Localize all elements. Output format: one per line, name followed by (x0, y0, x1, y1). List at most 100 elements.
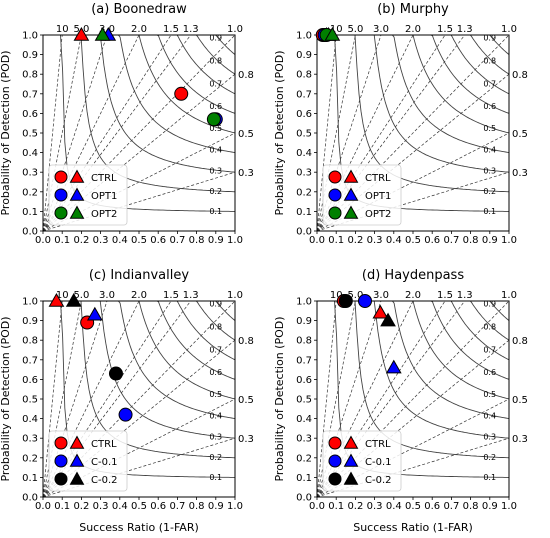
panel-b-csi-label: 0.6 (483, 102, 496, 111)
panel-c-bias-label-top: 3.0 (99, 290, 115, 301)
panel-c-legend-circle (54, 436, 68, 450)
panel-c-csi-label: 0.2 (209, 453, 222, 462)
panel-a-legend: CTRL OPT1 OPT2 (48, 164, 128, 226)
panel-d-bias-label-top: 5.0 (347, 290, 363, 301)
panel-d-bias-label-right: 0.8 (512, 336, 528, 347)
panel-c-bias-line (43, 301, 63, 497)
panel-b-csi-label: 0.4 (483, 145, 496, 154)
panel-a-legend-circle (54, 170, 68, 184)
panel-d-bias-label-right: 0.3 (512, 434, 528, 445)
panel-c-xtick-label: 0.8 (189, 501, 205, 512)
panel-a-bias-label-top: 10 (56, 24, 69, 35)
panel-b-csi-label: 0.8 (483, 57, 496, 66)
panel-c-xlabel: Success Ratio (1-FAR) (79, 521, 199, 534)
panel-c-bias-label-top: 5.0 (73, 290, 89, 301)
panel-a-xtick-label: 0.0 (35, 235, 51, 246)
panel-a-bias-line (43, 35, 82, 231)
panel-a-csi-curve (87, 35, 235, 173)
panel-c-legend-circle (54, 472, 68, 486)
panel-d-csi-label: 0.6 (483, 368, 496, 377)
panel-c-bias-label-top: 2.0 (131, 290, 147, 301)
panel-a-bias-label-top: 1.0 (227, 24, 243, 35)
panel-d-legend-triangle (343, 435, 359, 449)
panel-d-legend-box (322, 430, 402, 492)
panel-a-legend-label: OPT2 (91, 209, 117, 220)
panel-b-bias-label-top: 1.0 (501, 24, 517, 35)
panel-b-legend-circle (328, 170, 342, 184)
panel-d-legend-triangle (343, 471, 359, 485)
panel-a-xtick-label: 0.3 (93, 235, 109, 246)
panel-c-ytick-label: 0.2 (22, 453, 38, 464)
panel-d-legend-triangle (343, 453, 359, 467)
panel-a-xtick-label: 0.5 (131, 235, 147, 246)
panel-b-xtick-label: 0.7 (443, 235, 459, 246)
panel-a-ytick-label: 0.2 (22, 187, 38, 198)
panel-c-csi-curve (134, 301, 235, 321)
panel-b-legend-label: OPT1 (365, 191, 391, 202)
panel-b-ytick-label: 0.5 (296, 129, 312, 140)
panel-b-csi-label: 0.5 (483, 124, 496, 133)
panel-c-marker-circle-c-0.2 (108, 366, 123, 381)
panel-b-bias-label-top: 3.0 (373, 24, 389, 35)
panel-b-csi-curve (361, 35, 509, 173)
panel-a-bias-line (43, 171, 235, 231)
panel-a-csi-curve (107, 35, 235, 134)
panel-b-csi-label: 0.2 (483, 187, 496, 196)
panel-b-bias-label-top: 2.0 (405, 24, 421, 35)
panel-b-xtick-label: 0.8 (463, 235, 479, 246)
panel-b-ytick-label: 0.4 (296, 148, 312, 159)
panel-b-csi-curve (396, 35, 509, 95)
panel-a-bias-label-right: 0.3 (238, 168, 254, 179)
panel-a-ytick-label: 0.6 (22, 109, 38, 120)
panel-d-xtick-label: 0.1 (328, 501, 344, 512)
panel-c-title: (c) Indianvalley (89, 268, 189, 283)
panel-a-legend-triangle (69, 187, 85, 201)
panel-b: (b) Murphy 0.90.80.70.60.50.40.30.20.10.… (273, 2, 528, 246)
panel-c-csi-label: 0.8 (209, 323, 222, 332)
panel-d-csi-label: 0.4 (483, 411, 496, 420)
panel-d-csi-label: 0.7 (483, 346, 496, 355)
panel-a-csi-label: 0.5 (209, 124, 222, 133)
panel-d-legend-label: C-0.2 (365, 475, 392, 486)
panel-b-csi-curve (389, 35, 509, 114)
panel-d-csi-curve (381, 301, 509, 400)
panel-d-title: (d) Haydenpass (362, 268, 464, 283)
panel-d-ytick-label: 1.0 (296, 297, 312, 308)
panel-d-xlabel: Success Ratio (1-FAR) (353, 521, 473, 534)
panel-a-bias-label-top: 1.3 (183, 24, 199, 35)
panel-b-bias-line (317, 35, 337, 231)
panel-c-xtick-label: 0.6 (150, 501, 166, 512)
panel-d-bias-line (317, 301, 382, 497)
panel-d-csi-label: 0.1 (483, 473, 496, 482)
panel-d-csi-label: 0.5 (483, 390, 496, 399)
panel-b-ytick-label: 1.0 (296, 31, 312, 42)
panel-c-ytick-label: 0.6 (22, 375, 38, 386)
panel-c-legend-box (48, 430, 128, 492)
panel-b-legend: CTRL OPT1 OPT2 (322, 164, 402, 226)
panel-c-xtick-label: 0.0 (35, 501, 51, 512)
panel-d-marker-triangle-c-0.2 (380, 312, 396, 327)
panel-b-bias-line (317, 171, 509, 231)
panel-d-ylabel: Probability of Detection (POD) (273, 316, 286, 481)
panel-a-ytick-label: 0.0 (22, 227, 38, 238)
panel-a-ytick-label: 0.3 (22, 168, 38, 179)
panel-c-bias-label-right: 0.3 (238, 434, 254, 445)
panel-d-bias-label-top: 3.0 (373, 290, 389, 301)
panel-d-marker-circle-c-0.2 (338, 294, 353, 308)
panel-b-csi-label: 0.1 (483, 207, 496, 216)
panel-a-legend-label: OPT1 (91, 191, 117, 202)
panel-c-marker-triangle-ctrl (48, 292, 65, 307)
panel-a-csi-label: 0.7 (209, 80, 222, 89)
panel-c-csi-label: 0.1 (209, 473, 222, 482)
panel-d-xtick-label: 0.6 (424, 501, 440, 512)
panel-b-xtick-label: 0.4 (386, 235, 402, 246)
panel-d-csi-label: 0.8 (483, 323, 496, 332)
panel-c-legend-label: C-0.2 (91, 475, 118, 486)
panel-d-xtick-label: 1.0 (501, 501, 517, 512)
panel-c-xtick-label: 1.0 (227, 501, 243, 512)
panel-d-legend-circle (328, 454, 342, 468)
panel-d: (d) Haydenpass 0.90.80.70.60.50.40.30.20… (273, 268, 528, 534)
panel-d-csi-curve (371, 301, 509, 420)
panel-c-xtick-label: 0.5 (131, 501, 147, 512)
panel-d-ytick-label: 0.7 (296, 355, 312, 366)
